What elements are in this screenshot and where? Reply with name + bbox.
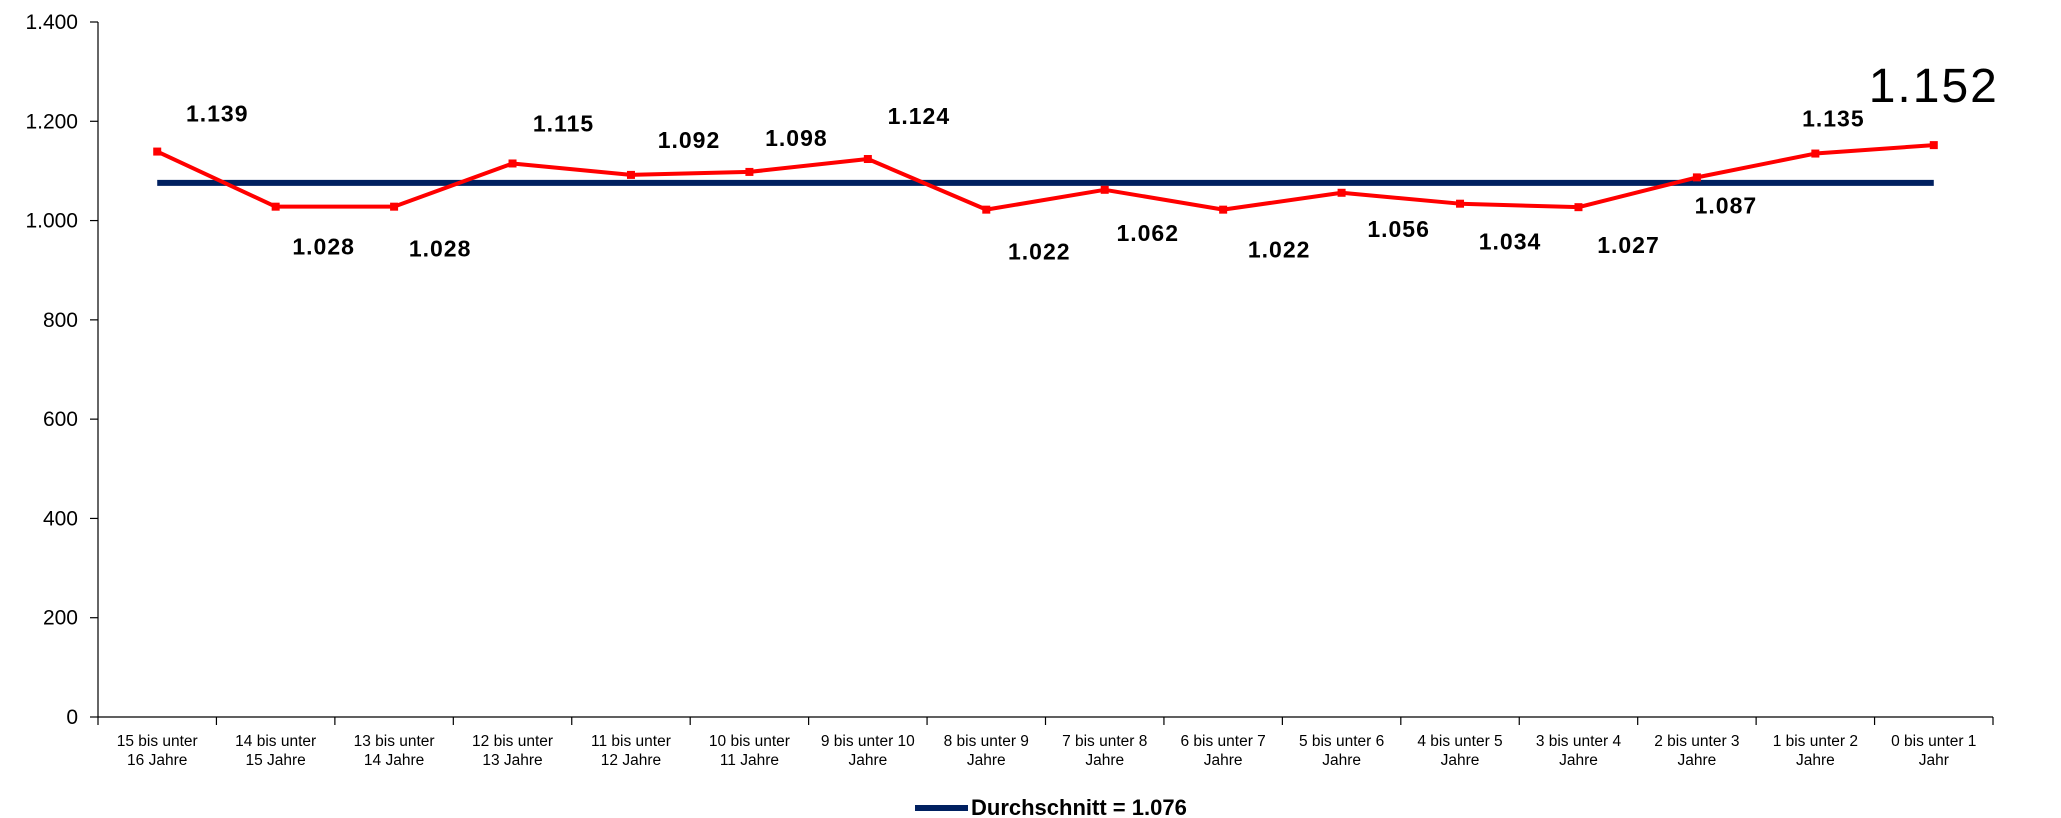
data-point	[1811, 149, 1820, 158]
data-point	[863, 155, 872, 164]
data-label: 1.092	[658, 127, 721, 153]
x-tick-label: 8 bis unter 9 Jahre	[944, 733, 1029, 769]
data-point	[1100, 185, 1109, 194]
series-line	[156, 143, 1934, 212]
data-point	[508, 159, 517, 168]
data-point	[745, 167, 754, 176]
data-label: 1.124	[888, 103, 951, 129]
data-label: 1.022	[1008, 239, 1071, 265]
x-tick-label: 11 bis unter 12 Jahre	[591, 733, 671, 769]
series-group	[153, 141, 1938, 214]
data-point	[1456, 199, 1465, 208]
x-tick-label: 10 bis unter 11 Jahre	[709, 733, 790, 769]
axes	[97, 22, 1993, 718]
legend: Durchschnitt = 1.076	[915, 795, 1187, 818]
data-label: 1.027	[1597, 232, 1660, 258]
data-label: 1.152	[1869, 60, 1999, 113]
data-point	[1219, 205, 1228, 214]
data-point	[1574, 203, 1583, 212]
x-tick-label: 6 bis unter 7 Jahre	[1181, 733, 1266, 769]
data-label: 1.028	[409, 236, 472, 262]
x-tick-label: 9 bis unter 10 Jahre	[821, 733, 915, 769]
data-point	[1692, 173, 1701, 182]
x-tick-label: 13 bis unter 14 Jahre	[354, 733, 435, 769]
data-label: 1.139	[186, 101, 249, 127]
x-tick-label: 2 bis unter 3 Jahre	[1654, 733, 1739, 769]
data-point	[626, 170, 635, 179]
data-point	[390, 202, 399, 211]
y-tick-label: 1.400	[25, 11, 78, 34]
y-tick-label: 400	[43, 507, 78, 530]
y-tick-label: 1.000	[25, 210, 78, 233]
data-label: 1.034	[1479, 229, 1542, 255]
x-axis-ticks: 15 bis unter 16 Jahre 14 bis unter 15 Jahre…	[97, 717, 1994, 769]
data-label: 1.115	[533, 110, 594, 136]
data-label: 1.056	[1367, 216, 1430, 242]
data-point	[1337, 188, 1346, 197]
y-tick-label: 1.200	[25, 110, 78, 133]
y-tick-label: 0	[66, 706, 78, 729]
x-tick-label: 12 bis unter 13 Jahre	[472, 733, 553, 769]
data-labels: 1.139 1.028 1.028 1.115 1.092 1.098 1.124 1.022…	[186, 60, 1999, 265]
data-point	[982, 205, 991, 214]
x-tick-label: 14 bis unter 15 Jahre	[235, 733, 316, 769]
data-label: 1.087	[1695, 192, 1758, 218]
x-tick-label: 15 bis unter 16 Jahre	[117, 733, 198, 769]
y-tick-label: 200	[43, 607, 78, 630]
data-label: 1.028	[292, 234, 355, 260]
x-tick-label: 3 bis unter 4 Jahre	[1536, 733, 1622, 769]
data-point	[1929, 141, 1938, 150]
data-point	[153, 147, 162, 156]
x-tick-label: 5 bis unter 6 Jahre	[1299, 733, 1384, 769]
legend-label: Durchschnitt = 1.076	[971, 795, 1187, 818]
data-label: 1.022	[1248, 237, 1311, 263]
data-label: 1.135	[1802, 106, 1865, 132]
y-axis-ticks: 0 200 400 600 800 1.000 1.200 1.400	[25, 11, 98, 729]
data-label: 1.062	[1116, 220, 1179, 246]
x-tick-label: 4 bis unter 5 Jahre	[1417, 733, 1502, 769]
y-tick-label: 800	[43, 309, 78, 332]
y-tick-label: 600	[43, 408, 78, 431]
data-point	[271, 202, 280, 211]
x-tick-label: 7 bis unter 8 Jahre	[1062, 733, 1147, 769]
data-label: 1.098	[765, 125, 828, 151]
x-tick-label: 0 bis unter 1 Jahr	[1891, 733, 1976, 769]
x-tick-label: 1 bis unter 2 Jahre	[1773, 733, 1858, 769]
